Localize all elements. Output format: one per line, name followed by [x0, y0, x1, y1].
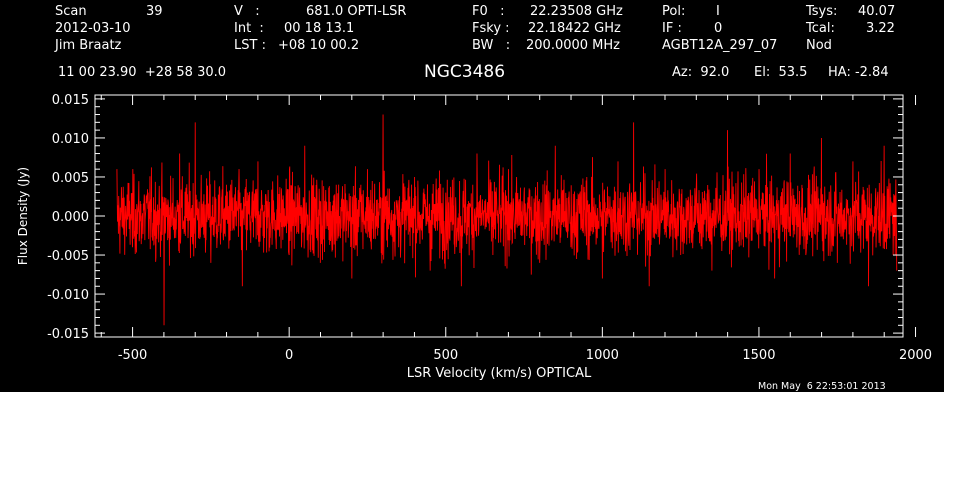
- spectrum-trace-group: [116, 114, 898, 326]
- x-tick-label: -500: [118, 348, 148, 363]
- f0-value: 22.23508 GHz: [530, 4, 623, 19]
- y-axis-label: Flux Density (Jy): [16, 167, 30, 265]
- integration-label: Int :: [234, 21, 264, 36]
- lst-label: LST :: [234, 38, 266, 53]
- azimuth: Az: 92.0: [672, 65, 730, 80]
- x-tick-label: 1500: [742, 348, 775, 363]
- bandwidth-label: BW :: [472, 38, 511, 53]
- y-tick-label: 0.015: [52, 93, 89, 108]
- y-tick-label: 0.010: [52, 132, 89, 147]
- hour-angle: HA: -2.84: [828, 65, 889, 80]
- x-tick-label: 1000: [586, 348, 619, 363]
- if-value: 0: [714, 21, 723, 36]
- y-tick-label: -0.010: [47, 288, 89, 303]
- x-tick-label: 500: [433, 348, 458, 363]
- spectrum-series-line: [116, 114, 898, 326]
- x-axis-label: LSR Velocity (km/s) OPTICAL: [407, 366, 592, 381]
- project-id: AGBT12A_297_07: [662, 38, 778, 53]
- observation-date: 2012-03-10: [55, 21, 131, 36]
- elevation: El: 53.5: [754, 65, 808, 80]
- tcal-value: 3.22: [866, 21, 895, 36]
- fsky-label: Fsky :: [472, 21, 510, 36]
- x-tick-label: 2000: [899, 348, 932, 363]
- plot-timestamp: Mon May 6 22:53:01 2013: [758, 381, 886, 392]
- f0-label: F0 :: [472, 4, 505, 19]
- polarization-value: I: [716, 4, 720, 19]
- source-coordinates: 11 00 23.90 +28 58 30.0: [58, 65, 227, 80]
- axis-tick-labels: -500 0 500 1000 1500 2000 -0.015 -0.010 -0.005 0.…: [47, 93, 932, 363]
- source-name: NGC3486: [424, 62, 506, 82]
- y-tick-label: -0.015: [47, 327, 89, 342]
- tcal-label: Tcal:: [806, 21, 835, 36]
- tsys-value: 40.07: [858, 4, 896, 19]
- x-tick-label: 0: [285, 348, 293, 363]
- lst-value: +08 10 00.2: [278, 38, 360, 53]
- velocity-value: 681.0 OPTI-LSR: [306, 4, 407, 19]
- spectrum-chart: -500 0 500 1000 1500 2000 -0.015 -0.010 -0.005 0.…: [16, 93, 932, 381]
- procedure-name: Nod: [806, 38, 832, 53]
- axis-ticks: [95, 95, 917, 337]
- tsys-label: Tsys:: [806, 4, 838, 19]
- plot-panel: Scan 39 2012-03-10 Jim Braatz V : 681.0 …: [0, 0, 944, 392]
- scan-label: Scan: [55, 4, 87, 19]
- polarization-label: Pol:: [662, 4, 686, 19]
- integration-value: 00 18 13.1: [284, 21, 355, 36]
- fsky-value: 22.18422 GHz: [528, 21, 621, 36]
- velocity-label: V :: [234, 4, 260, 19]
- y-tick-label: 0.000: [52, 210, 89, 225]
- if-label: IF :: [662, 21, 682, 36]
- y-tick-label: 0.005: [52, 171, 89, 186]
- bandwidth-value: 200.0000 MHz: [526, 38, 620, 53]
- scan-value: 39: [146, 4, 163, 19]
- observer-name: Jim Braatz: [55, 38, 122, 53]
- y-tick-label: -0.005: [47, 249, 89, 264]
